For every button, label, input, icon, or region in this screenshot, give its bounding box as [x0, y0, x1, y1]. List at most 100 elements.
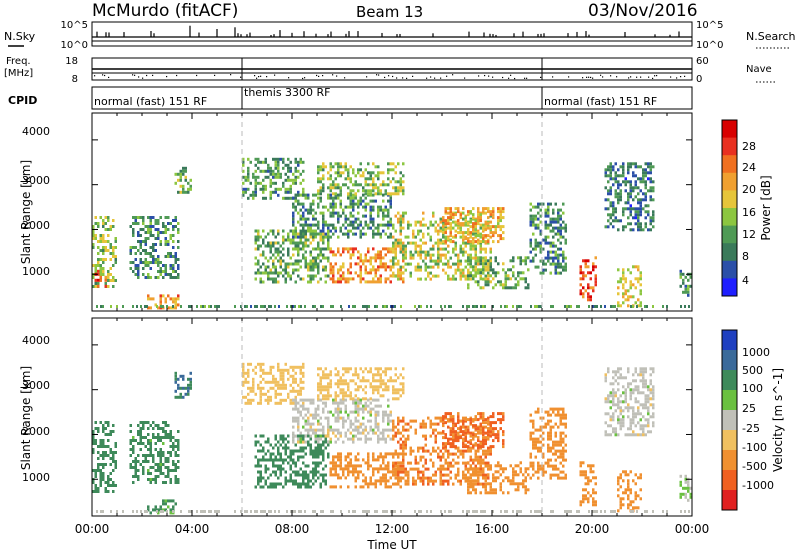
velocity-echo-cell: [487, 449, 490, 453]
velocity-echo-cell: [354, 404, 357, 408]
power-echo-cell: [369, 192, 372, 196]
velocity-echo-cell: [332, 467, 335, 471]
power-echo-cell: [534, 253, 537, 257]
velocity-echo-cell: [467, 479, 470, 483]
nave-dot: [146, 74, 148, 77]
velocity-echo-cell: [277, 380, 280, 384]
velocity-echo-cell: [169, 499, 172, 503]
velocity-echo-cell: [144, 421, 147, 424]
velocity-echo-cell: [257, 461, 260, 465]
power-echo-cell: [377, 256, 380, 260]
velocity-echo-cell: [477, 436, 480, 440]
velocity-echo-cell: [137, 442, 140, 445]
velocity-echo-cell: [322, 473, 325, 477]
power-echo-cell: [282, 247, 285, 251]
velocity-echo-cell: [449, 415, 452, 419]
velocity-echo-cell: [147, 427, 150, 430]
velocity-echo-cell: [364, 479, 367, 483]
velocity-echo-cell: [402, 467, 405, 471]
power-echo-cell: [322, 265, 325, 269]
velocity-echo-cell: [462, 430, 465, 434]
velocity-echo-cell: [409, 419, 412, 423]
power-echo-cell: [359, 235, 362, 239]
power-echo-cell: [337, 217, 340, 221]
velocity-echo-cell: [292, 452, 295, 456]
power-echo-cell: [482, 240, 485, 244]
power-echo-cell: [632, 189, 635, 193]
nave-dot: [524, 77, 526, 79]
power-echo-cell: [587, 298, 590, 302]
velocity-echo-cell: [249, 398, 252, 402]
velocity-echo-cell: [292, 398, 295, 402]
velocity-echo-cell: [362, 473, 365, 477]
velocity-echo-cell: [397, 391, 400, 395]
power-echo-cell: [177, 172, 180, 176]
velocity-echo-cell: [282, 377, 285, 381]
power-echo-cell: [542, 271, 545, 275]
power-echo-cell: [314, 223, 317, 227]
velocity-echo-cell: [159, 457, 162, 460]
nave-dot: [590, 76, 592, 79]
velocity-echo-cell: [304, 407, 307, 411]
power-echo-cell: [334, 196, 337, 200]
power-echo-cell: [584, 274, 587, 278]
power-echo-cell: [309, 223, 312, 227]
power-echo-cell: [412, 256, 415, 260]
power-echo-cell: [424, 268, 427, 272]
power-echo-cell: [134, 273, 137, 276]
power-echo-cell: [487, 271, 490, 275]
power-echo-cell: [294, 205, 297, 209]
velocity-echo-cell: [457, 479, 460, 483]
velocity-echo-cell: [434, 422, 437, 426]
power-echo-cell: [647, 162, 650, 166]
power-echo-cell: [322, 229, 325, 233]
velocity-echo-cell: [484, 476, 487, 480]
velocity-echo-cell: [267, 395, 270, 399]
power-echo-cell: [107, 234, 110, 237]
nsearch-label: N.Search: [746, 30, 796, 43]
power-echo-cell: [92, 264, 95, 267]
velocity-echo-cell: [129, 424, 132, 427]
velocity-echo-cell: [162, 430, 165, 433]
velocity-echo-cell: [442, 455, 445, 459]
power-echo-cell: [594, 283, 597, 287]
power-echo-cell: [504, 280, 507, 284]
power-echo-cell: [262, 190, 265, 194]
velocity-echo-cell: [457, 427, 460, 431]
velocity-echo-cell: [364, 401, 367, 405]
power-echo-cell: [469, 235, 472, 239]
velocity-echo-cell: [332, 464, 335, 468]
power-echo-cell: [639, 180, 642, 184]
power-echo-cell: [687, 284, 690, 288]
velocity-echo-cell: [422, 425, 425, 429]
power-echo-cell: [374, 259, 377, 263]
power-echo-cell: [102, 305, 104, 308]
power-echo-cell: [254, 271, 257, 275]
power-echo-cell: [327, 196, 330, 200]
power-echo-cell: [324, 232, 327, 236]
power-echo-cell: [474, 271, 477, 275]
velocity-echo-cell: [392, 482, 395, 486]
velocity-echo-cell: [354, 367, 357, 371]
power-echo-cell: [274, 265, 277, 269]
velocity-echo-cell: [349, 461, 352, 465]
power-echo-cell: [637, 228, 640, 232]
velocity-echo-cell: [452, 415, 455, 419]
nave-dot: [176, 74, 178, 77]
power-echo-cell: [437, 238, 440, 242]
velocity-echo-cell: [359, 422, 362, 426]
power-echo-cell: [334, 183, 337, 187]
power-echo-cell: [387, 226, 390, 230]
velocity-echo-cell: [134, 469, 137, 472]
velocity-echo-cell: [162, 481, 165, 484]
power-echo-cell: [587, 286, 590, 290]
power-echo-cell: [562, 220, 565, 224]
velocity-echo-cell: [312, 476, 315, 480]
velocity-echo-cell: [102, 466, 105, 469]
power-echo-cell: [449, 216, 452, 220]
velocity-echo-cell: [442, 464, 445, 468]
power-echo-cell: [547, 241, 550, 245]
velocity-echo-cell: [479, 428, 482, 432]
velocity-echo-cell: [472, 473, 475, 477]
velocity-echo-cell: [352, 470, 355, 474]
